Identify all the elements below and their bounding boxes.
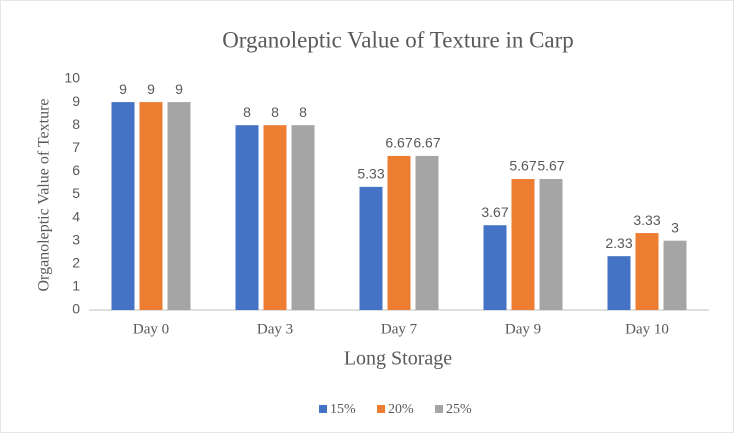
data-label: 5.33 — [357, 166, 384, 182]
bar — [511, 179, 535, 310]
data-label: 5.67 — [509, 158, 536, 174]
y-tick-label: 1 — [72, 278, 80, 294]
data-label: 8 — [299, 104, 307, 120]
y-tick-label: 4 — [72, 208, 80, 224]
y-tick-label: 9 — [72, 93, 80, 109]
y-tick-label: 8 — [72, 116, 80, 132]
data-label: 8 — [271, 104, 279, 120]
y-tick-label: 3 — [72, 231, 80, 247]
legend-swatch — [435, 405, 443, 413]
legend-label: 15% — [330, 402, 356, 417]
bar — [139, 102, 163, 310]
y-tick-label: 2 — [72, 255, 80, 271]
data-label: 6.67 — [413, 135, 440, 151]
bar — [167, 102, 191, 310]
bar — [415, 155, 439, 310]
data-label: 3 — [671, 219, 679, 235]
y-axis-label: Organoleptic Value of Texture — [36, 98, 53, 291]
x-tick-label: Day 0 — [133, 321, 169, 337]
legend-label: 20% — [388, 402, 414, 417]
data-label: 3.67 — [481, 204, 508, 220]
bar — [263, 125, 287, 310]
y-tick-label: 5 — [72, 185, 80, 201]
bar — [111, 102, 135, 310]
x-tick-label: Day 9 — [505, 321, 541, 337]
legend-swatch — [319, 405, 327, 413]
y-tick-label: 6 — [72, 162, 80, 178]
chart-title: Organoleptic Value of Texture in Carp — [222, 27, 574, 52]
bar — [607, 256, 631, 310]
y-tick-label: 7 — [72, 139, 80, 155]
data-label: 2.33 — [605, 235, 632, 251]
legend-swatch — [377, 405, 385, 413]
data-label: 9 — [147, 81, 155, 97]
y-tick-label: 10 — [64, 70, 80, 86]
bar — [359, 186, 383, 310]
bar — [663, 240, 687, 310]
data-label: 8 — [243, 104, 251, 120]
bar — [539, 179, 563, 310]
data-label: 5.67 — [537, 158, 564, 174]
data-label: 6.67 — [385, 135, 412, 151]
x-tick-label: Day 7 — [381, 321, 418, 337]
x-tick-label: Day 10 — [625, 321, 669, 337]
y-tick-label: 0 — [72, 301, 80, 317]
x-axis-label: Long Storage — [344, 348, 452, 370]
bar — [235, 125, 259, 310]
bar — [291, 125, 315, 310]
data-label: 9 — [119, 81, 127, 97]
bar — [387, 155, 411, 310]
data-label: 3.33 — [633, 212, 660, 228]
legend-label: 25% — [446, 402, 472, 417]
x-tick-label: Day 3 — [257, 321, 293, 337]
bar — [635, 233, 659, 310]
bar — [483, 225, 507, 310]
data-label: 9 — [175, 81, 183, 97]
